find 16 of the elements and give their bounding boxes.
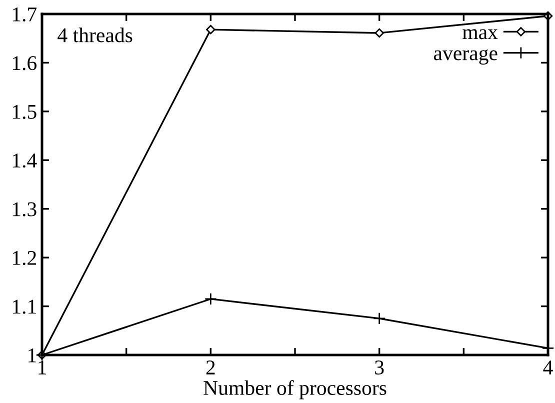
y-tick-label: 1 (28, 348, 36, 362)
x-tick-label: 3 (375, 360, 384, 375)
y-tick-label: 1.3 (12, 202, 36, 216)
legend-label: max (462, 29, 498, 40)
x-tick-label: 2 (206, 360, 215, 374)
x-axis-title: Number of processors (204, 380, 386, 400)
y-tick-label: 1.5 (12, 104, 36, 119)
legend-label: average (434, 49, 498, 65)
x-tick-label: 4 (543, 360, 553, 374)
y-tick-label: 1.4 (12, 154, 37, 168)
y-tick-label: 1.2 (12, 251, 36, 266)
x-tick-label: 1 (38, 360, 46, 374)
annotation: 4 threads (58, 28, 132, 42)
y-tick-label: 1.1 (12, 300, 36, 314)
y-tick-label: 1.7 (12, 7, 37, 22)
y-tick-label: 1.6 (12, 56, 37, 70)
